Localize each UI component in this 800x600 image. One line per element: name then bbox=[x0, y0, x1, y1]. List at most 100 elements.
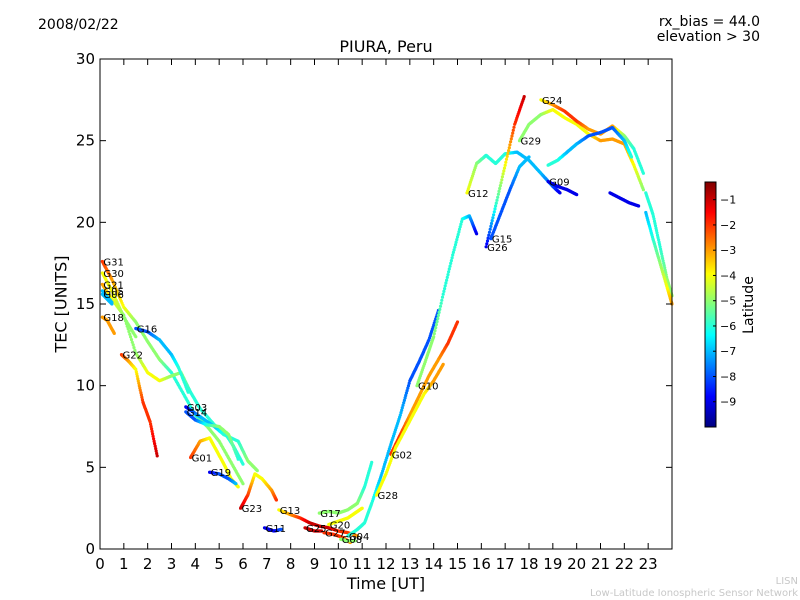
data-point bbox=[490, 219, 494, 223]
data-point bbox=[664, 273, 668, 277]
series-G18 bbox=[100, 315, 116, 335]
x-tick-label: 16 bbox=[472, 555, 491, 573]
data-point bbox=[510, 134, 514, 138]
data-point bbox=[485, 242, 489, 246]
series-G08 bbox=[339, 537, 357, 543]
data-point bbox=[138, 388, 142, 392]
data-point bbox=[436, 316, 440, 321]
series-track-32 bbox=[644, 191, 674, 298]
data-point bbox=[499, 181, 503, 185]
data-point bbox=[451, 253, 455, 257]
y-tick-label: 20 bbox=[76, 213, 95, 231]
data-point bbox=[661, 259, 665, 263]
series-label: G18 bbox=[103, 313, 123, 324]
data-point bbox=[402, 401, 406, 405]
data-point bbox=[494, 204, 498, 208]
data-point bbox=[457, 227, 462, 231]
series-G02 bbox=[389, 320, 460, 456]
data-point bbox=[496, 195, 500, 199]
data-point bbox=[495, 198, 499, 202]
data-point bbox=[658, 245, 662, 249]
data-point bbox=[449, 259, 453, 263]
series-label: G06 bbox=[103, 290, 123, 301]
data-point bbox=[355, 534, 359, 538]
series-G06 bbox=[100, 292, 114, 306]
data-point bbox=[241, 482, 245, 486]
data-point bbox=[502, 166, 507, 170]
colorbar bbox=[704, 181, 717, 428]
data-point bbox=[137, 381, 141, 385]
data-point bbox=[398, 413, 402, 417]
series-label: G24 bbox=[542, 96, 562, 107]
x-tick-label: 13 bbox=[400, 555, 419, 573]
x-tick-label: 11 bbox=[353, 555, 372, 573]
data-point bbox=[437, 310, 441, 314]
data-point bbox=[489, 224, 493, 228]
data-point bbox=[459, 222, 463, 226]
data-point bbox=[438, 307, 442, 311]
data-point bbox=[150, 429, 154, 433]
data-point bbox=[506, 151, 510, 156]
data-point bbox=[440, 295, 445, 299]
x-axis-label: Time [UT] bbox=[346, 574, 426, 593]
data-point bbox=[404, 393, 408, 398]
series-G29 bbox=[517, 108, 646, 192]
data-point bbox=[407, 381, 411, 385]
series-G19 bbox=[208, 470, 238, 486]
data-point bbox=[487, 233, 491, 237]
series-label: G25 bbox=[306, 524, 326, 535]
data-point bbox=[558, 191, 562, 195]
data-point bbox=[457, 230, 461, 234]
data-point bbox=[512, 125, 516, 129]
data-point bbox=[440, 298, 444, 302]
data-point bbox=[153, 444, 157, 448]
data-point bbox=[509, 137, 513, 141]
data-point bbox=[400, 406, 404, 410]
series-G25 bbox=[303, 526, 324, 533]
data-point bbox=[503, 163, 507, 167]
x-tick-label: 17 bbox=[496, 555, 515, 573]
data-point bbox=[150, 427, 154, 431]
series-label: G05 bbox=[103, 287, 123, 298]
series-G10 bbox=[415, 214, 479, 388]
credit-network: Low-Latitude Ionospheric Sensor Network bbox=[590, 588, 798, 599]
data-point bbox=[449, 261, 453, 265]
series-label: G08 bbox=[342, 535, 362, 546]
colorbar-tick-label: −3 bbox=[720, 244, 736, 257]
data-point bbox=[432, 332, 436, 336]
data-point bbox=[436, 313, 440, 317]
x-tick-label: 20 bbox=[567, 555, 586, 573]
colorbar-tick-label: −6 bbox=[720, 320, 736, 333]
data-point bbox=[149, 422, 153, 426]
data-point bbox=[403, 396, 407, 400]
series-label: G27 bbox=[325, 529, 345, 540]
data-point bbox=[125, 324, 129, 328]
colorbar-tick-label: −8 bbox=[720, 370, 736, 383]
series-G21 bbox=[100, 282, 245, 466]
data-point bbox=[655, 231, 659, 235]
colorbar-tick-label: −9 bbox=[720, 396, 736, 409]
series-G28 bbox=[374, 362, 445, 497]
data-point bbox=[455, 320, 460, 324]
data-point bbox=[511, 128, 515, 132]
x-tick-label: 18 bbox=[519, 555, 538, 573]
data-point bbox=[123, 316, 127, 320]
data-point bbox=[130, 340, 134, 344]
data-point bbox=[405, 389, 409, 393]
x-tick-label: 21 bbox=[591, 555, 610, 573]
data-point bbox=[460, 220, 464, 224]
data-point bbox=[484, 245, 488, 249]
data-point bbox=[453, 245, 457, 249]
data-point bbox=[122, 313, 126, 317]
data-point bbox=[148, 420, 152, 424]
data-point bbox=[507, 149, 511, 153]
series-label: G28 bbox=[378, 491, 398, 502]
data-point bbox=[486, 236, 490, 240]
data-point bbox=[434, 326, 438, 330]
data-point bbox=[279, 527, 283, 532]
series-label: G01 bbox=[192, 454, 212, 465]
colorbar-tick-label: −4 bbox=[720, 269, 736, 282]
data-point bbox=[353, 539, 357, 543]
data-point bbox=[507, 146, 511, 150]
